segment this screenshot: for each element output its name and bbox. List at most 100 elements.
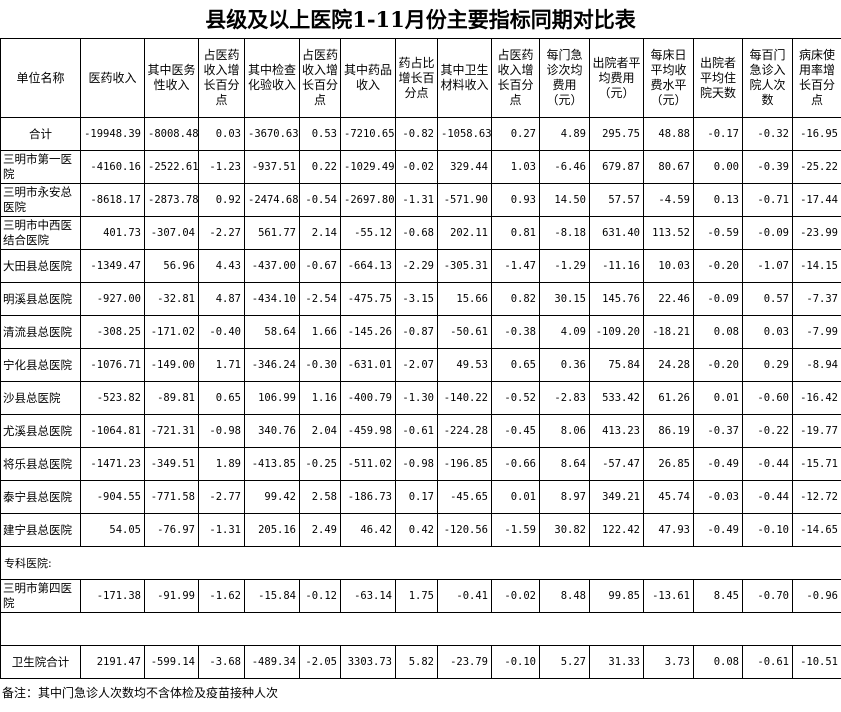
value-cell: 329.44 (437, 150, 492, 184)
value-cell: 0.81 (491, 216, 540, 250)
value-cell: 2.49 (299, 513, 341, 547)
unit-name-cell: 大田县总医院 (0, 249, 81, 283)
value-cell: -109.20 (589, 315, 644, 349)
value-cell: -771.58 (144, 480, 199, 514)
value-cell: -0.12 (299, 579, 341, 613)
value-cell: 0.93 (491, 183, 540, 217)
value-cell: -571.90 (437, 183, 492, 217)
table-row: 明溪县总医院 -927.00 -32.81 4.87 -434.10 -2.54 -475.… (0, 282, 841, 316)
table-row: 尤溪县总医院 -1064.81 -721.31 -0.98 340.76 2.04 -459… (0, 414, 841, 448)
value-cell: -0.44 (742, 447, 793, 481)
value-cell: -434.10 (244, 282, 300, 316)
value-cell: 58.64 (244, 315, 300, 349)
footnote: 备注：其中门急诊人次数均不含体检及疫苗接种人次 (2, 686, 279, 700)
value-cell: -2.07 (395, 348, 438, 382)
value-cell: -1349.47 (80, 249, 145, 283)
value-cell: 145.76 (589, 282, 644, 316)
value-cell: -120.56 (437, 513, 492, 547)
value-cell: -224.28 (437, 414, 492, 448)
value-cell: -0.96 (792, 579, 841, 613)
value-cell: -25.22 (792, 150, 841, 184)
value-cell: -0.22 (742, 414, 793, 448)
value-cell: 0.08 (693, 315, 743, 349)
value-cell: 56.96 (144, 249, 199, 283)
value-cell: 1.75 (395, 579, 438, 613)
value-cell: -0.45 (491, 414, 540, 448)
value-cell: -149.00 (144, 348, 199, 382)
column-header: 出院者平均费用（元） (589, 38, 644, 118)
value-cell: -17.44 (792, 183, 841, 217)
value-cell: 3.73 (643, 645, 694, 679)
value-cell: -3.68 (198, 645, 245, 679)
value-cell: -0.20 (693, 249, 743, 283)
value-cell: 561.77 (244, 216, 300, 250)
value-cell: 2.04 (299, 414, 341, 448)
unit-name-cell: 三明市第一医院 (0, 150, 81, 184)
value-cell: -2.54 (299, 282, 341, 316)
column-header: 其中药品收入 (340, 38, 396, 118)
value-cell: -23.79 (437, 645, 492, 679)
value-cell: 4.87 (198, 282, 245, 316)
value-cell: -12.72 (792, 480, 841, 514)
value-cell: -19948.39 (80, 117, 145, 151)
value-cell: -57.47 (589, 447, 644, 481)
value-cell: -475.75 (340, 282, 396, 316)
value-cell: -0.61 (395, 414, 438, 448)
value-cell: -0.87 (395, 315, 438, 349)
value-cell: -50.61 (437, 315, 492, 349)
value-cell: -0.10 (742, 513, 793, 547)
value-cell: -664.13 (340, 249, 396, 283)
column-header: 每门急诊次均费用（元） (539, 38, 590, 118)
value-cell: -400.79 (340, 381, 396, 415)
value-cell: 1.89 (198, 447, 245, 481)
value-cell: -8.94 (792, 348, 841, 382)
value-cell: -0.02 (395, 150, 438, 184)
value-cell: -6.46 (539, 150, 590, 184)
value-cell: 86.19 (643, 414, 694, 448)
value-cell: 8.64 (539, 447, 590, 481)
value-cell: -8618.17 (80, 183, 145, 217)
table-row: 建宁县总医院 54.05 -76.97 -1.31 205.16 2.49 46.42 0.4… (0, 513, 841, 547)
value-cell: -1471.23 (80, 447, 145, 481)
value-cell: -91.99 (144, 579, 199, 613)
value-cell: -1029.49 (340, 150, 396, 184)
value-cell: -7210.65 (340, 117, 396, 151)
value-cell: -413.85 (244, 447, 300, 481)
value-cell: -1.29 (539, 249, 590, 283)
column-header: 每百门急诊入院人次数 (742, 38, 793, 118)
column-header: 占医药收入增长百分点 (299, 38, 341, 118)
value-cell: -2873.78 (144, 183, 199, 217)
value-cell: -0.25 (299, 447, 341, 481)
value-cell: 202.11 (437, 216, 492, 250)
value-cell: 22.46 (643, 282, 694, 316)
value-cell: -927.00 (80, 282, 145, 316)
value-cell: -15.71 (792, 447, 841, 481)
value-cell: -308.25 (80, 315, 145, 349)
value-cell: -0.09 (693, 282, 743, 316)
value-cell: -1.62 (198, 579, 245, 613)
value-cell: -1.47 (491, 249, 540, 283)
value-cell: -349.51 (144, 447, 199, 481)
table-row: 清流县总医院 -308.25 -171.02 -0.40 58.64 1.66 -145.2… (0, 315, 841, 349)
value-cell: -489.34 (244, 645, 300, 679)
value-cell: 47.93 (643, 513, 694, 547)
value-cell: -1.07 (742, 249, 793, 283)
value-cell: -0.41 (437, 579, 492, 613)
table-row: 大田县总医院 -1349.47 56.96 4.43 -437.00 -0.67 -664.… (0, 249, 841, 283)
value-cell: -7.37 (792, 282, 841, 316)
value-cell: -0.40 (198, 315, 245, 349)
value-cell: 0.29 (742, 348, 793, 382)
unit-name-cell: 三明市永安总医院 (0, 183, 81, 217)
value-cell: 340.76 (244, 414, 300, 448)
value-cell: -0.54 (299, 183, 341, 217)
value-cell: 413.23 (589, 414, 644, 448)
column-header: 医药收入 (80, 38, 145, 118)
value-cell: 8.48 (539, 579, 590, 613)
value-cell: -76.97 (144, 513, 199, 547)
value-cell: 49.53 (437, 348, 492, 382)
column-header: 单位名称 (0, 38, 81, 118)
value-cell: -0.52 (491, 381, 540, 415)
value-cell: -721.31 (144, 414, 199, 448)
value-cell: -0.98 (198, 414, 245, 448)
value-cell: 401.73 (80, 216, 145, 250)
